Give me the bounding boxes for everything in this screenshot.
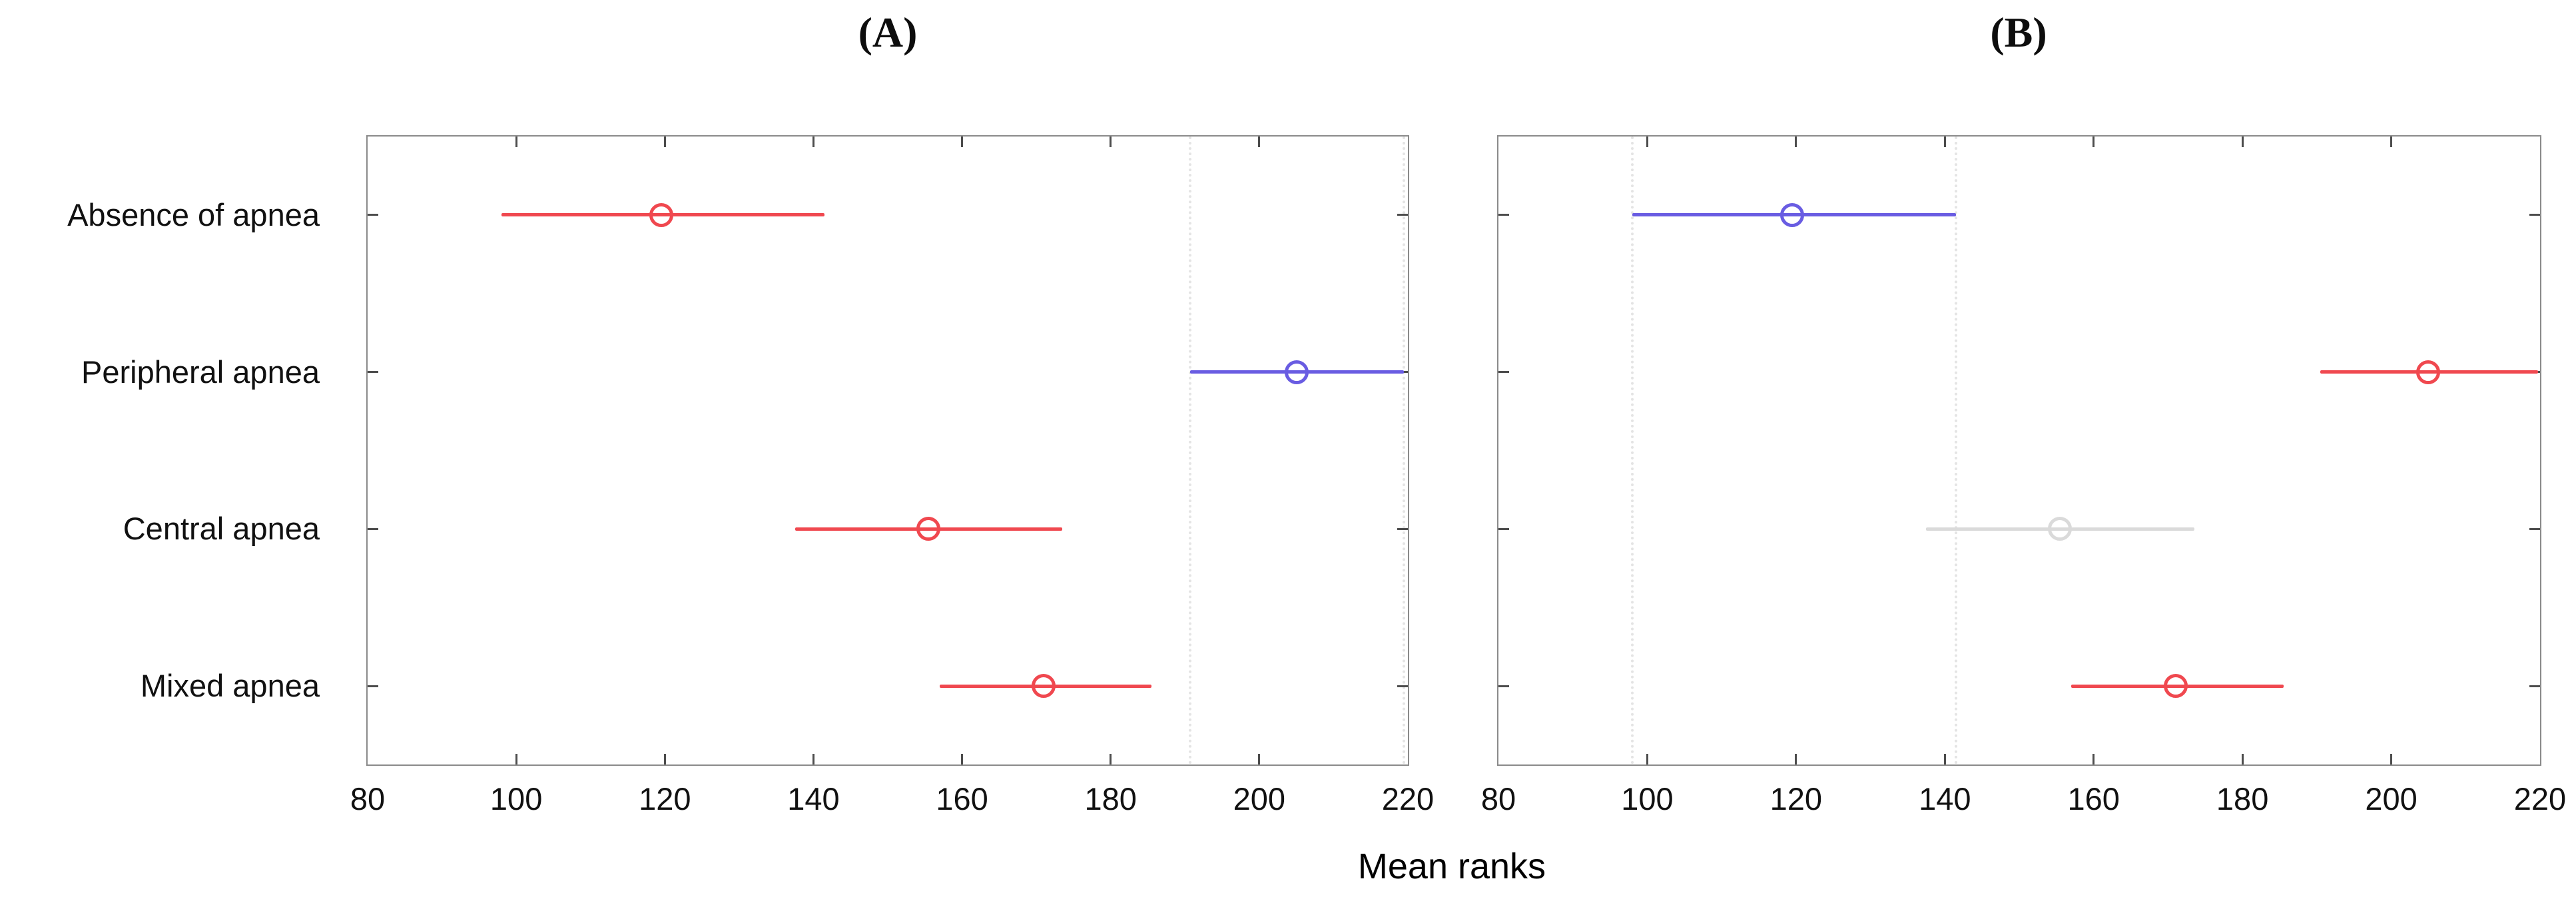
x-tick-mark (1110, 137, 1112, 147)
mean-marker (916, 517, 941, 541)
x-tick-label: 200 (2365, 781, 2417, 816)
reference-line (1189, 137, 1192, 764)
x-tick-mark (1646, 754, 1648, 764)
y-category-label: Mixed apnea (140, 668, 320, 704)
y-category-label: Central apnea (123, 511, 320, 547)
x-tick-mark (812, 754, 814, 764)
y-tick-mark (368, 685, 378, 687)
x-tick-mark (1943, 754, 1946, 764)
x-tick-mark (1795, 137, 1797, 147)
x-tick-label: 140 (787, 781, 840, 816)
y-tick-mark (2529, 214, 2540, 216)
y-category-label: Peripheral apnea (81, 354, 320, 390)
x-tick-mark (2093, 754, 2095, 764)
mean-marker (1284, 360, 1309, 384)
mean-marker (649, 202, 673, 227)
mean-marker (1780, 202, 1805, 227)
y-tick-mark (1498, 685, 1509, 687)
x-tick-label: 80 (350, 781, 386, 816)
y-tick-mark (368, 527, 378, 530)
panel-b-title: (B) (1990, 9, 2047, 56)
x-tick-label: 140 (1919, 781, 1971, 816)
reference-line (1955, 137, 1958, 764)
mean-marker (2163, 674, 2188, 699)
y-category-label: Absence of apnea (67, 196, 320, 232)
x-tick-mark (663, 137, 666, 147)
x-tick-label: 100 (1621, 781, 1674, 816)
x-tick-mark (2390, 137, 2393, 147)
x-tick-mark (2241, 754, 2244, 764)
panel-a-axes (366, 135, 1409, 766)
x-tick-mark (2241, 137, 2244, 147)
x-tick-mark (1258, 754, 1261, 764)
x-tick-mark (1943, 137, 1946, 147)
panel-a-title: (A) (858, 9, 918, 56)
x-tick-label: 80 (1480, 781, 1516, 816)
mean-marker (2048, 517, 2073, 541)
x-tick-mark (961, 137, 964, 147)
y-tick-mark (2529, 527, 2540, 530)
x-tick-mark (1646, 137, 1648, 147)
y-tick-mark (1397, 685, 1408, 687)
reference-line (1631, 137, 1634, 764)
mean-marker (2416, 360, 2441, 384)
x-tick-mark (1795, 754, 1797, 764)
x-tick-label: 180 (1084, 781, 1137, 816)
y-tick-mark (1498, 214, 1509, 216)
x-tick-label: 160 (2067, 781, 2120, 816)
x-tick-mark (515, 137, 517, 147)
x-tick-label: 180 (2216, 781, 2269, 816)
y-tick-mark (1397, 527, 1408, 530)
x-tick-label: 120 (1770, 781, 1823, 816)
y-tick-mark (368, 214, 378, 216)
x-tick-mark (2390, 754, 2393, 764)
y-tick-mark (368, 371, 378, 374)
x-tick-mark (515, 754, 517, 764)
x-tick-mark (961, 754, 964, 764)
x-tick-mark (2093, 137, 2095, 147)
x-tick-mark (1110, 754, 1112, 764)
x-tick-label: 100 (489, 781, 543, 816)
x-tick-mark (1258, 137, 1261, 147)
y-tick-mark (2529, 685, 2540, 687)
x-tick-label: 120 (639, 781, 691, 816)
panel-b-axes (1497, 135, 2541, 766)
y-tick-mark (1498, 527, 1509, 530)
y-tick-mark (1498, 371, 1509, 374)
x-axis-label: Mean ranks (1357, 846, 1546, 886)
x-tick-mark (812, 137, 814, 147)
mean-marker (1032, 674, 1056, 699)
x-tick-label: 220 (1381, 781, 1435, 816)
x-tick-label: 220 (2513, 781, 2567, 816)
x-tick-label: 160 (936, 781, 988, 816)
x-tick-mark (663, 754, 666, 764)
x-tick-label: 200 (1233, 781, 1286, 816)
reference-line (1403, 137, 1406, 764)
y-tick-mark (1397, 214, 1408, 216)
